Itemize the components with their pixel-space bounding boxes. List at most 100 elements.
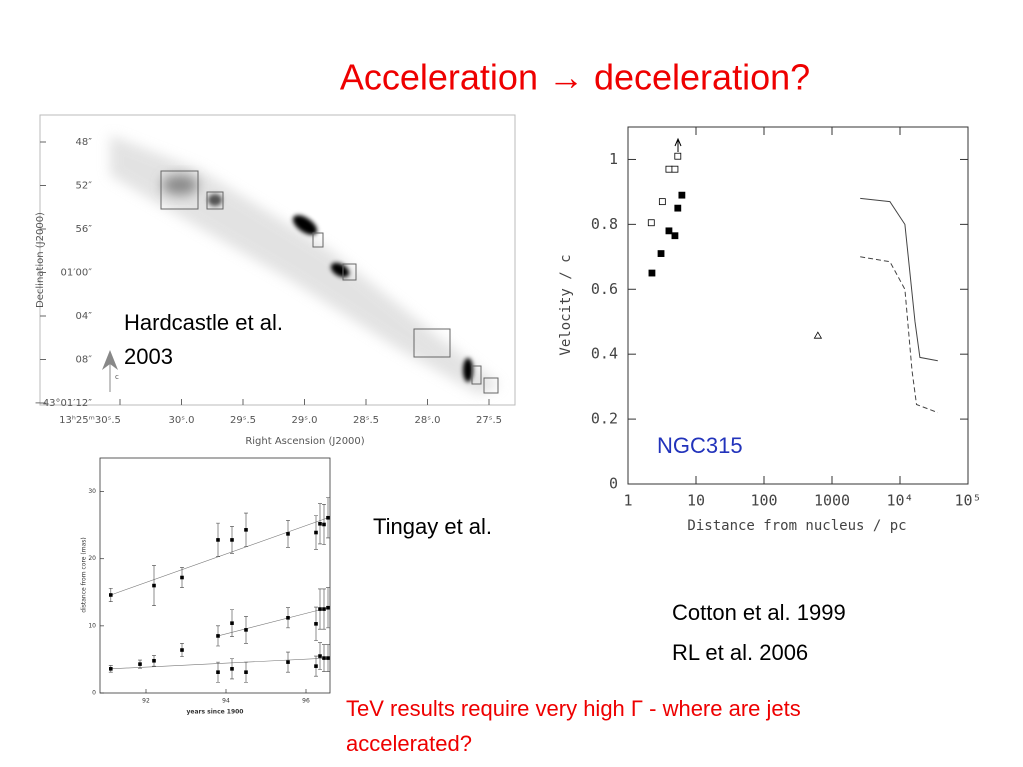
box <box>160 170 199 210</box>
point <box>138 662 142 666</box>
y-label: Declination (J2000) <box>35 212 46 308</box>
model-line <box>860 197 938 362</box>
y-tick-label: −43°01′12″ <box>34 398 92 409</box>
point <box>647 219 655 227</box>
point <box>648 269 656 277</box>
y-tick-label: 01′00″ <box>61 268 93 279</box>
y-tick-label: 48″ <box>76 137 93 148</box>
point <box>230 667 234 671</box>
point <box>322 656 326 660</box>
box <box>471 365 482 385</box>
x-tick-label: 13ʰ25ᵐ30ˢ.5 <box>59 415 121 426</box>
y-tick-label: 30 <box>88 488 96 495</box>
point <box>322 607 326 611</box>
point <box>286 660 290 664</box>
caption: Tingay et al. <box>373 514 492 539</box>
x-tick-label: 10⁴ <box>886 492 913 510</box>
fit-line <box>110 517 329 596</box>
box <box>312 232 324 248</box>
knot <box>330 262 350 278</box>
caption: Cotton et al. 1999 <box>672 600 846 625</box>
model-line <box>860 256 938 414</box>
caption: accelerated? <box>346 731 472 756</box>
x-tick-label: 29ˢ.5 <box>230 415 256 426</box>
box <box>483 377 499 394</box>
point <box>216 634 220 638</box>
y-tick-label: 0 <box>609 475 618 493</box>
fit-line <box>217 607 329 637</box>
point <box>152 658 156 663</box>
point <box>216 670 220 674</box>
y-label: Velocity / c <box>558 254 574 355</box>
point <box>318 607 322 611</box>
title: Acceleration → deceleration? <box>340 57 810 98</box>
x-label: Right Ascension (J2000) <box>245 436 364 447</box>
x-tick-label: 29ˢ.0 <box>292 415 318 426</box>
y-tick-label: 52″ <box>76 181 93 192</box>
point <box>180 648 184 652</box>
y-tick-label: 56″ <box>76 224 93 235</box>
knot <box>463 358 473 382</box>
point <box>314 530 318 535</box>
point <box>244 528 248 532</box>
point <box>152 583 156 588</box>
point <box>230 621 234 625</box>
x-label: years since 1900 <box>187 709 244 716</box>
x-tick-label: 92 <box>142 698 150 705</box>
point <box>109 667 113 671</box>
point <box>314 622 318 626</box>
box <box>413 328 451 358</box>
image-ticks: 48″ 52″ 56″ 01′00″ 04″ 08″ −43°01′12″ 13ʰ25ᵐ30ˢ… <box>34 137 502 426</box>
y-tick-label: 10 <box>88 622 96 629</box>
point <box>109 593 113 597</box>
point <box>671 165 679 173</box>
box <box>206 191 224 210</box>
point <box>314 664 318 668</box>
y-tick-label: 0.2 <box>591 410 618 428</box>
plot-frame <box>627 126 969 485</box>
x-tick-label: 10 <box>687 492 705 510</box>
y-tick-label: 1 <box>609 150 618 168</box>
knot <box>162 175 198 195</box>
y-tick-label: 0.6 <box>591 280 618 298</box>
x-tick-label: 94 <box>222 698 230 705</box>
point <box>244 670 248 674</box>
fit-line <box>110 657 329 670</box>
point <box>665 227 673 235</box>
point <box>658 198 666 206</box>
x-tick-label: 28ˢ.0 <box>415 415 441 426</box>
point <box>674 204 682 212</box>
radio-image: c Right Ascension (J2000) Declination (J… <box>35 114 516 447</box>
point <box>813 331 823 339</box>
x-tick-label: 30ˢ.0 <box>169 415 195 426</box>
point <box>244 628 248 632</box>
x-tick-label: 28ˢ.5 <box>353 415 379 426</box>
point <box>665 165 673 173</box>
y-tick-label: 08″ <box>76 355 93 366</box>
point <box>216 538 220 542</box>
x-tick-label: 1 <box>623 492 632 510</box>
x-tick-label: 1000 <box>814 492 850 510</box>
x-tick-label: 100 <box>750 492 777 510</box>
x-tick-label: 10⁵ <box>954 492 981 510</box>
plot-frame <box>99 457 331 694</box>
caption: RL et al. 2006 <box>672 640 808 665</box>
knot <box>292 215 318 235</box>
velocity-chart: 0 0.2 0.4 0.6 0.8 1 1 10 100 1000 10⁴ 10⁵ <box>591 127 982 510</box>
point <box>318 522 322 526</box>
x-label: Distance from nucleus / pc <box>687 518 906 534</box>
point <box>326 515 330 520</box>
knot <box>208 194 222 206</box>
y-tick-label: 0.4 <box>591 345 618 363</box>
point <box>326 656 330 660</box>
box <box>342 263 357 281</box>
x-tick-label: 27ˢ.5 <box>476 415 502 426</box>
y-tick-label: 0 <box>92 690 96 697</box>
y-tick-label: 0.8 <box>591 215 618 233</box>
y-label: distance from core (mas) <box>81 537 88 612</box>
point <box>326 605 330 610</box>
arrow-label: c <box>115 373 119 381</box>
point <box>286 616 290 620</box>
caption: TeV results require very high Γ - where … <box>346 696 801 721</box>
